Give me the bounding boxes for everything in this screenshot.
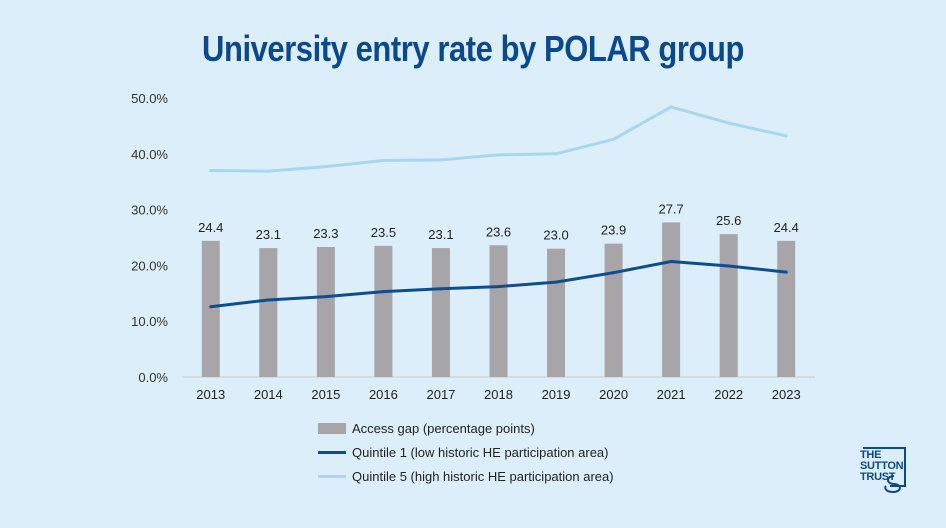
- x-tick-label: 2017: [426, 387, 455, 402]
- bar-data-label: 23.6: [486, 224, 511, 239]
- point-quintile-5: [266, 169, 270, 173]
- y-tick-label: 20.0%: [131, 258, 168, 273]
- y-tick-label: 30.0%: [131, 203, 168, 218]
- chart-title: University entry rate by POLAR group: [202, 28, 744, 69]
- point-quintile-5: [784, 134, 788, 138]
- x-tick-label: 2015: [311, 387, 340, 402]
- point-quintile-5: [554, 152, 558, 156]
- legend-item-quintile-5: Quintile 5 (high historic HE participati…: [318, 466, 658, 486]
- bar-data-label: 24.4: [774, 220, 799, 235]
- bar-access-gap: [489, 245, 508, 377]
- point-quintile-5: [497, 153, 500, 157]
- x-tick-label: 2014: [254, 387, 283, 402]
- point-quintile-1: [324, 295, 328, 299]
- point-quintile-1: [784, 270, 788, 274]
- x-tick-label: 2022: [714, 387, 743, 402]
- sutton-trust-logo: THE SUTTON TRUST: [860, 446, 908, 496]
- x-tick-label: 2016: [369, 387, 398, 402]
- legend-item-access-gap: Access gap (percentage points): [318, 418, 658, 438]
- bar-access-gap: [662, 222, 681, 377]
- legend-swatch-quintile-1: [318, 450, 346, 454]
- point-quintile-1: [727, 264, 731, 268]
- point-quintile-1: [439, 287, 443, 291]
- point-quintile-1: [669, 259, 673, 263]
- x-tick-label: 2021: [657, 387, 686, 402]
- legend-label-access-gap: Access gap (percentage points): [352, 420, 535, 436]
- point-quintile-1: [554, 280, 558, 284]
- x-tick-label: 2023: [772, 387, 801, 402]
- bar-data-label: 23.1: [428, 227, 453, 242]
- bar-access-gap: [719, 234, 738, 377]
- legend-label-quintile-1: Quintile 1 (low historic HE participatio…: [352, 444, 609, 460]
- point-quintile-1: [497, 285, 500, 289]
- legend-swatch-quintile-5: [318, 474, 346, 478]
- line-quintile-5: [209, 105, 788, 173]
- bar-data-label: 23.1: [256, 227, 281, 242]
- point-quintile-1: [612, 271, 616, 275]
- bar-access-gap: [201, 240, 220, 377]
- bar-access-gap: [431, 248, 450, 377]
- legend-swatch-bar: [318, 422, 346, 434]
- logo-mark: [863, 447, 906, 494]
- x-tick-label: 2019: [542, 387, 571, 402]
- x-tick-label: 2018: [484, 387, 513, 402]
- y-tick-label: 40.0%: [131, 147, 168, 162]
- bar-data-label: 23.9: [601, 223, 626, 238]
- bar-access-gap: [604, 243, 623, 377]
- point-quintile-5: [669, 105, 673, 109]
- bar-data-label: 23.0: [543, 228, 568, 243]
- y-tick-label: 0.0%: [138, 370, 168, 385]
- point-quintile-5: [439, 158, 443, 162]
- y-tick-label: 50.0%: [131, 91, 168, 106]
- bar-data-label: 25.6: [716, 213, 741, 228]
- legend-label-quintile-5: Quintile 5 (high historic HE participati…: [352, 468, 614, 484]
- point-quintile-5: [727, 121, 731, 125]
- point-quintile-1: [381, 290, 385, 294]
- bar-access-gap: [259, 248, 278, 377]
- point-quintile-1: [209, 305, 213, 309]
- logo-text-sutton: SUTTON: [860, 460, 904, 472]
- bar-data-label: 23.5: [371, 225, 396, 240]
- x-tick-label: 2013: [196, 387, 225, 402]
- y-tick-label: 10.0%: [131, 314, 168, 329]
- x-tick-label: 2020: [599, 387, 628, 402]
- point-quintile-5: [209, 169, 213, 173]
- bar-access-gap: [777, 240, 796, 377]
- bar-data-label: 23.3: [313, 226, 338, 241]
- point-quintile-5: [612, 137, 616, 141]
- logo-text-the: THE: [860, 449, 882, 461]
- bar-access-gap: [316, 246, 335, 377]
- bar-data-label: 24.4: [198, 220, 223, 235]
- point-quintile-5: [324, 165, 328, 169]
- legend-item-quintile-1: Quintile 1 (low historic HE participatio…: [318, 442, 658, 462]
- bar-data-label: 27.7: [658, 201, 683, 216]
- point-quintile-5: [381, 158, 385, 162]
- bar-access-gap: [547, 248, 566, 377]
- point-quintile-1: [266, 298, 270, 302]
- bar-access-gap: [374, 245, 393, 377]
- logo-text-trust: TRUST: [860, 471, 896, 483]
